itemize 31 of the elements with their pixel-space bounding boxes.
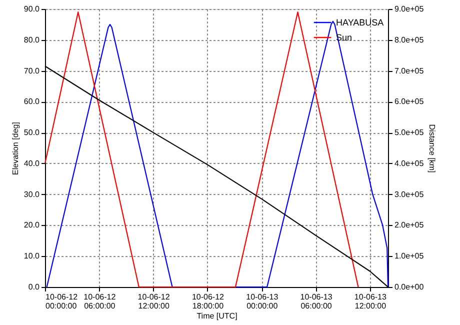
y-tick-label: 20.0: [24, 220, 40, 230]
y2-tick-label: 5.0e+05: [394, 128, 424, 138]
x-tick-label: 10-06-12 00:00:00: [46, 292, 78, 310]
y2-tick-label: 0.0e+00: [394, 282, 424, 292]
y-tick-label: 90.0: [24, 4, 40, 14]
y-tick-label: 40.0: [24, 158, 40, 168]
y-tick-label: 10.0: [24, 252, 40, 261]
y2-tick-label: 2.0e+05: [394, 220, 424, 230]
y2-axis-title: Distance [km]: [428, 124, 437, 173]
y2-tick-label: 3.0e+05: [394, 190, 424, 199]
y2-tick-label: 6.0e+05: [394, 97, 424, 106]
y-tick-label: 0.0: [28, 282, 40, 292]
y-tick-label: 80.0: [24, 35, 40, 44]
y-tick-label: 50.0: [24, 128, 40, 138]
x-tick-label: 10-06-13 00:00:00: [246, 292, 279, 310]
y-axis-title: Elevation [deg]: [10, 122, 20, 175]
x-tick-label: 10-06-12 18:00:00: [192, 292, 225, 310]
y2-tick-label: 4.0e+05: [394, 158, 424, 168]
x-tick-label: 10-06-13 12:00:00: [354, 292, 388, 310]
y-tick-label: 70.0: [24, 66, 40, 76]
y2-tick-label: 7.0e+05: [394, 66, 424, 76]
y2-tick-label: 9.0e+05: [394, 4, 424, 14]
x-axis-title: Time [UTC]: [196, 312, 238, 320]
y2-tick-label: 8.0e+05: [394, 35, 424, 44]
x-tick-label: 10-06-13 06:00:00: [300, 292, 333, 310]
y-tick-label: 60.0: [24, 97, 40, 106]
legend-label: HAYABUSA: [336, 18, 384, 28]
y-tick-label: 30.0: [24, 190, 40, 199]
x-tick-label: 10-06-12 12:00:00: [138, 292, 170, 310]
y2-tick-label: 1.0e+05: [394, 252, 424, 261]
x-tick-label: 10-06-12 06:00:00: [84, 292, 116, 310]
